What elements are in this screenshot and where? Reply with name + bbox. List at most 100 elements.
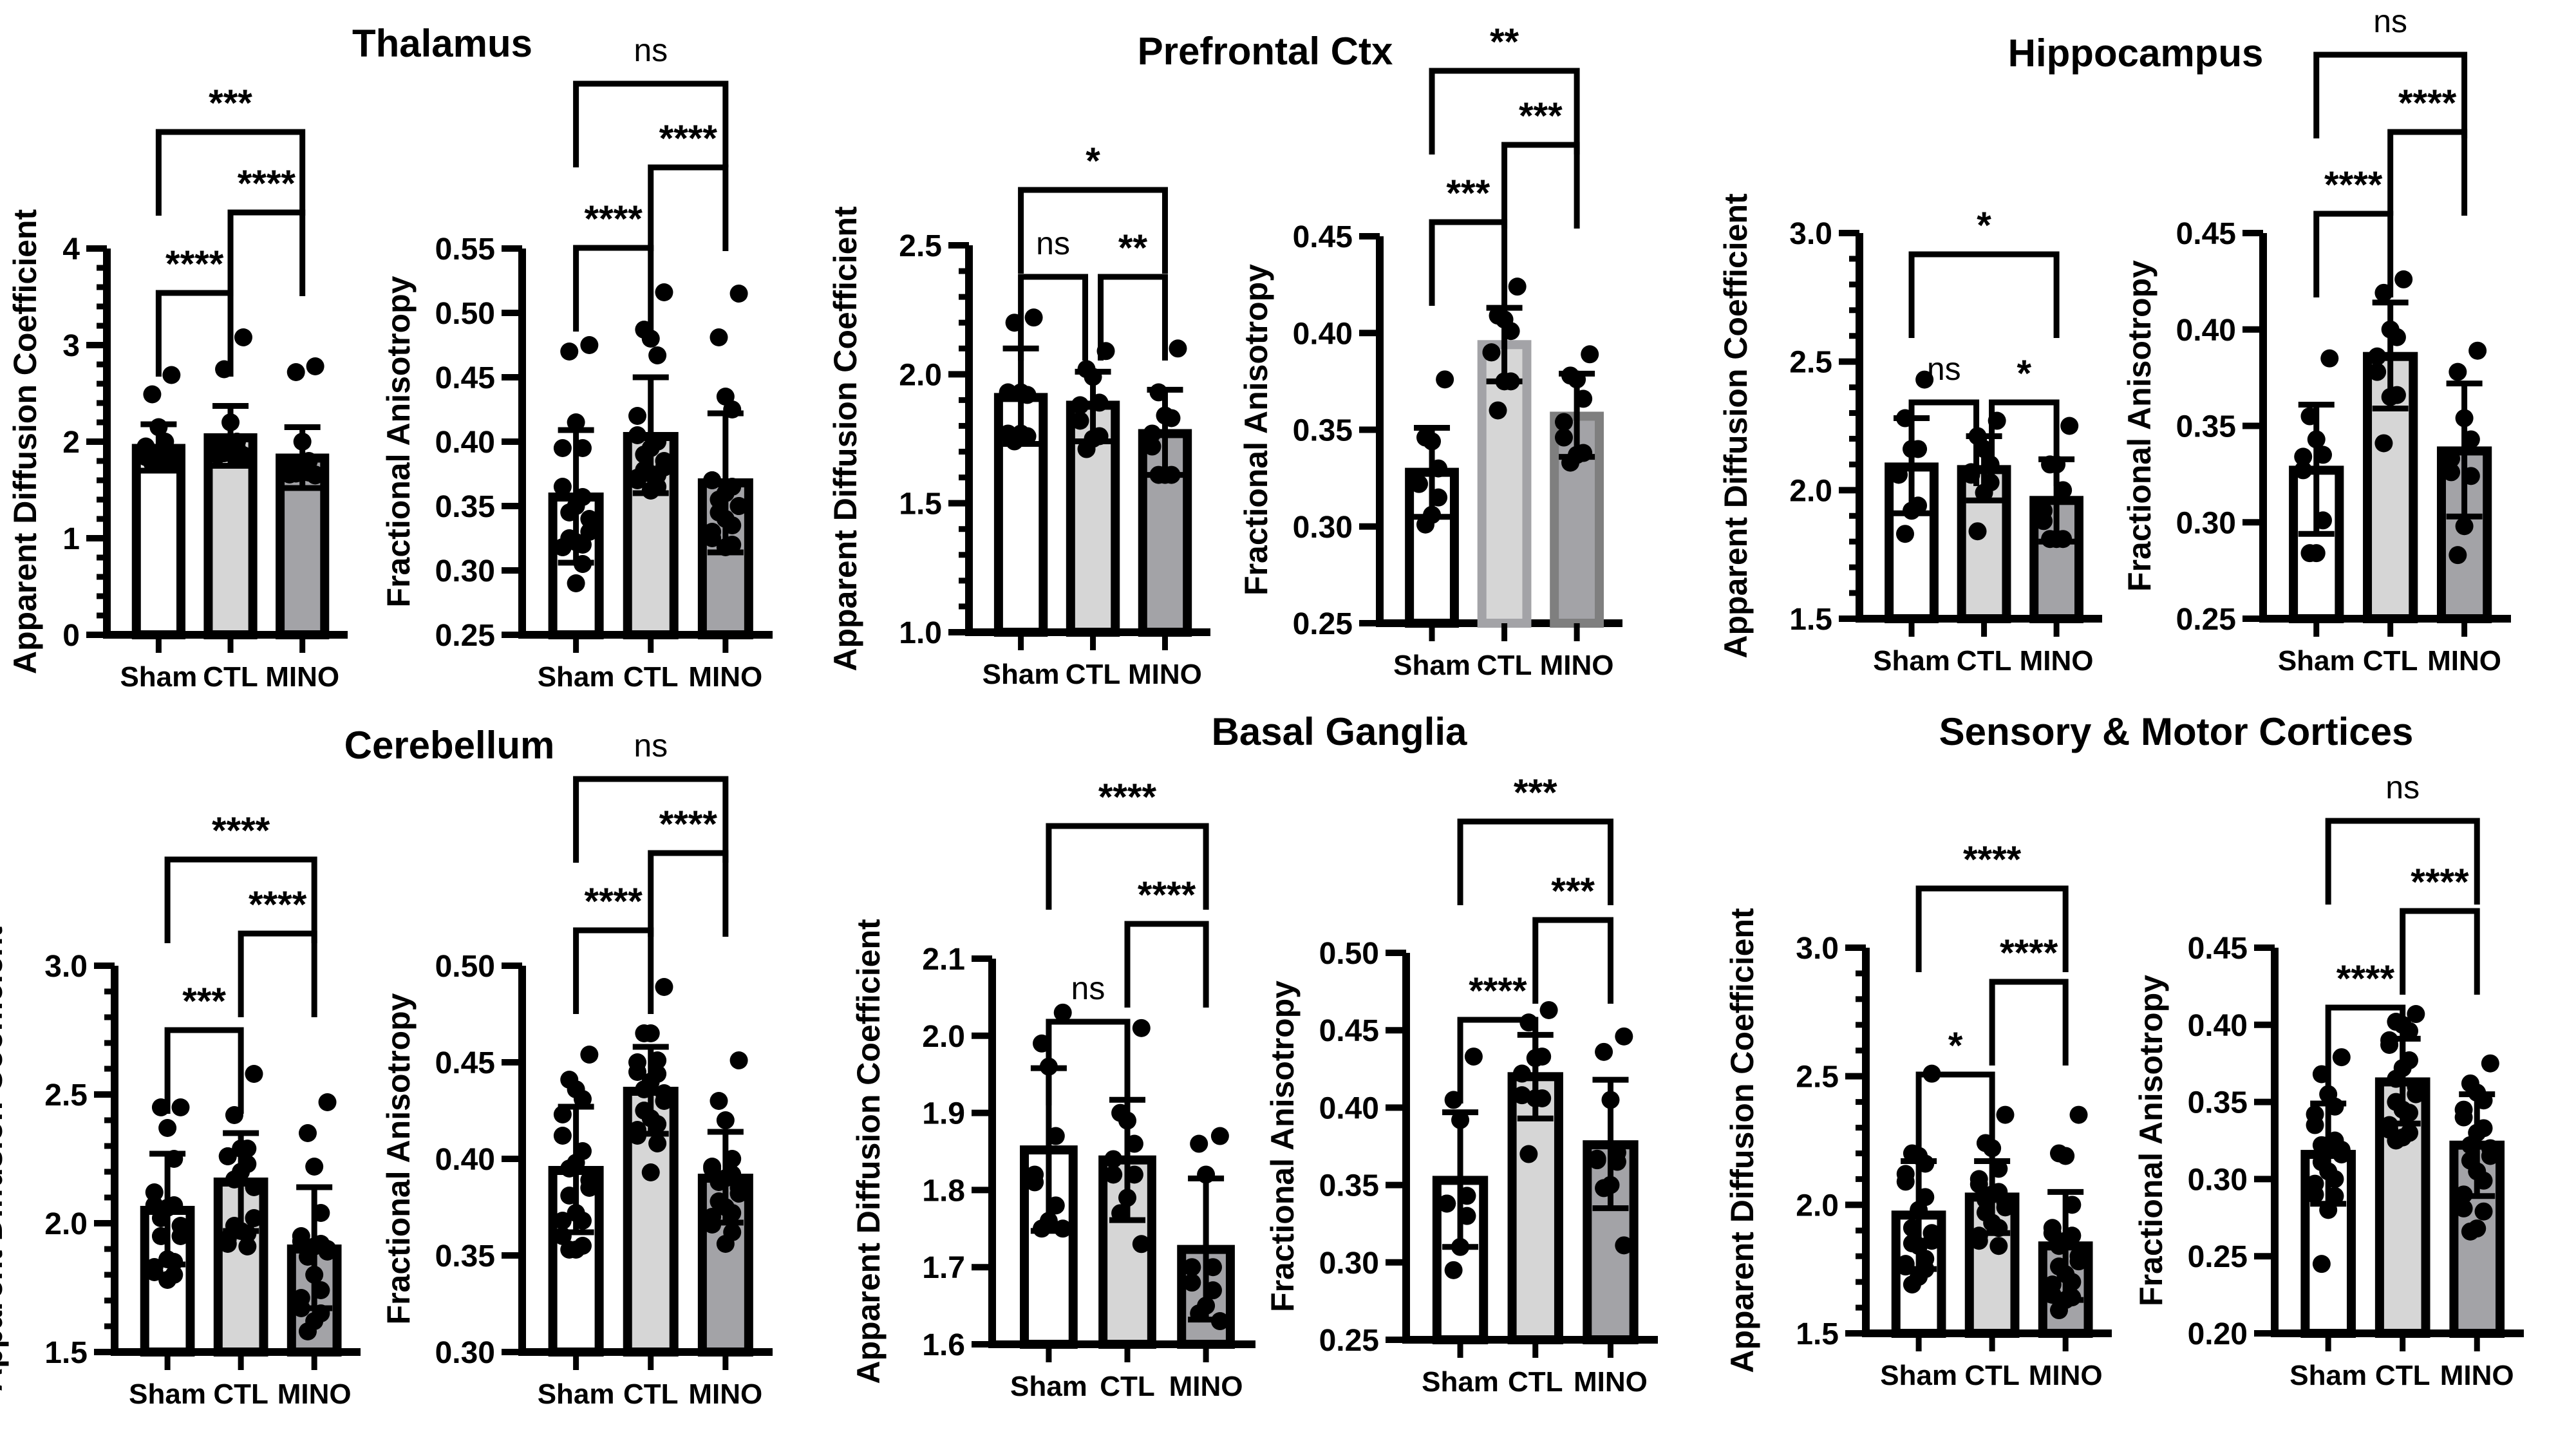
significance-label: **** <box>585 198 643 240</box>
data-point-sham <box>2332 1048 2351 1067</box>
data-point-sham <box>567 413 585 431</box>
panel-sensory-motor-cortices-fa: 0.20 0.25 0.30 0.35 0.40 0.45 Fractional Aniso… <box>2133 769 2524 1391</box>
data-point-sham <box>1026 1173 1044 1192</box>
y-tick-label: 2.0 <box>1789 474 1832 508</box>
data-point-sham <box>1444 1261 1463 1279</box>
y-tick-label: 0.25 <box>1319 1324 1379 1358</box>
panel-basal-ganglia-fa: 0.25 0.30 0.35 0.40 0.45 0.50 Fractional Aniso… <box>1264 772 1658 1398</box>
significance-label: **** <box>238 163 296 205</box>
data-point-ctl <box>1970 1232 1988 1250</box>
panel-hippocampus-adc: 1.5 2.0 2.5 3.0 Apparent Diffusion Coefficie… <box>1718 193 2102 677</box>
data-point-ctl <box>234 328 252 346</box>
x-tick-label: Sham <box>1880 1360 1957 1391</box>
data-point-mino <box>1555 428 1574 447</box>
significance-label: *** <box>182 981 226 1022</box>
significance-label: **** <box>1469 970 1527 1012</box>
y-tick-label: 2.5 <box>899 229 942 263</box>
data-point-mino <box>318 1093 337 1111</box>
y-axis-label: Fractional Anisotropy <box>381 276 417 607</box>
x-tick-label: Sham <box>2289 1360 2367 1391</box>
data-point-mino <box>729 1051 748 1069</box>
significance-bracket <box>1501 142 1580 229</box>
y-tick-label: 0.25 <box>1293 607 1353 641</box>
y-axis-label: Apparent Diffusion Coefficient <box>1724 908 1760 1373</box>
x-tick-label: CTL <box>203 661 258 693</box>
panel-basal-ganglia-adc: 1.6 1.7 1.8 1.9 2.0 2.1 Apparent Diffusion Coe… <box>851 776 1255 1402</box>
data-point-sham <box>1436 370 1454 389</box>
data-point-mino <box>1210 1127 1229 1145</box>
significance-bracket <box>155 290 234 377</box>
data-point-mino <box>729 497 748 515</box>
significance-bracket <box>2313 211 2394 297</box>
significance-label: *** <box>1551 870 1595 912</box>
data-point-ctl <box>1071 396 1089 415</box>
y-tick-label: 3.0 <box>1789 217 1832 251</box>
x-tick-label: Sham <box>129 1378 206 1410</box>
data-point-ctl <box>1970 1175 1988 1194</box>
data-point-sham <box>145 1263 164 1281</box>
data-point-ctl <box>648 346 667 364</box>
significance-bracket <box>2387 129 2468 216</box>
y-tick-label: 1.9 <box>922 1097 965 1131</box>
data-point-mino <box>2449 362 2467 381</box>
data-point-sham <box>2306 1185 2324 1204</box>
data-point-sham <box>145 1183 164 1201</box>
data-point-mino <box>2442 463 2461 482</box>
data-point-sham <box>1464 1047 1483 1066</box>
significance-bracket <box>1457 1017 1539 1104</box>
significance-label: *** <box>1514 772 1557 814</box>
data-point-mino <box>703 529 722 547</box>
y-tick-label: 2.5 <box>1796 1060 1839 1094</box>
y-tick-label: 0.40 <box>435 1143 495 1177</box>
data-point-mino <box>2069 1105 2088 1124</box>
data-point-sham <box>580 336 599 354</box>
panel-sensory-motor-cortices-adc: 1.5 2.0 2.5 3.0 Apparent Diffusion Coefficie… <box>1724 839 2112 1391</box>
significance-bracket <box>1457 818 1613 905</box>
region-title-cerebellum: Cerebellum <box>344 724 555 767</box>
data-point-ctl <box>1489 401 1507 420</box>
significance-bracket <box>1429 219 1508 306</box>
y-tick-label: 0.45 <box>435 361 495 395</box>
data-point-ctl <box>655 1092 673 1110</box>
significance-bracket <box>1018 274 1089 361</box>
data-point-mino <box>306 357 324 375</box>
y-axis-label: Apparent Diffusion Coefficient <box>827 206 863 672</box>
x-tick-label: Sham <box>120 661 197 693</box>
significance-label: **** <box>249 884 307 926</box>
data-point-sham <box>2320 349 2339 368</box>
data-point-mino <box>305 1158 324 1176</box>
significance-bracket <box>164 856 317 943</box>
x-tick-label: CTL <box>1964 1360 2020 1391</box>
data-point-sham <box>1889 465 1908 484</box>
data-point-sham <box>1438 1194 1456 1213</box>
data-point-mino <box>2060 417 2079 435</box>
data-point-mino <box>710 328 728 346</box>
significance-bracket <box>1124 921 1209 1008</box>
x-tick-label: CTL <box>1066 659 1121 690</box>
y-tick-label: 0.25 <box>2176 603 2236 637</box>
y-tick-label: 1.7 <box>922 1251 965 1285</box>
data-point-ctl <box>245 1209 263 1227</box>
data-point-sham <box>553 439 572 457</box>
significance-bracket <box>1046 823 1209 910</box>
data-point-sham <box>553 1127 572 1145</box>
significance-label: * <box>2017 353 2032 395</box>
y-tick-label: 0.50 <box>435 950 495 984</box>
data-point-ctl <box>1071 411 1089 430</box>
panel-hippocampus-fa: 0.25 0.30 0.35 0.40 0.45 Fractional Anisotrop… <box>2121 3 2511 677</box>
data-point-mino <box>2049 1301 2068 1320</box>
data-point-mino <box>298 1322 317 1340</box>
data-point-mino <box>716 1111 735 1129</box>
y-tick-label: 1.5 <box>44 1336 88 1370</box>
data-point-sham <box>171 1098 190 1116</box>
significance-label: **** <box>212 810 270 852</box>
data-point-sham <box>2300 544 2319 563</box>
significance-label: **** <box>165 243 224 285</box>
bar-sham <box>131 444 185 639</box>
x-tick-label: MINO <box>277 1378 352 1410</box>
y-tick-label: 0.35 <box>435 1239 495 1273</box>
significance-label: ns <box>634 728 668 764</box>
significance-label: **** <box>1138 874 1196 916</box>
data-point-ctl <box>1989 1237 2008 1255</box>
significance-label: **** <box>585 881 643 923</box>
